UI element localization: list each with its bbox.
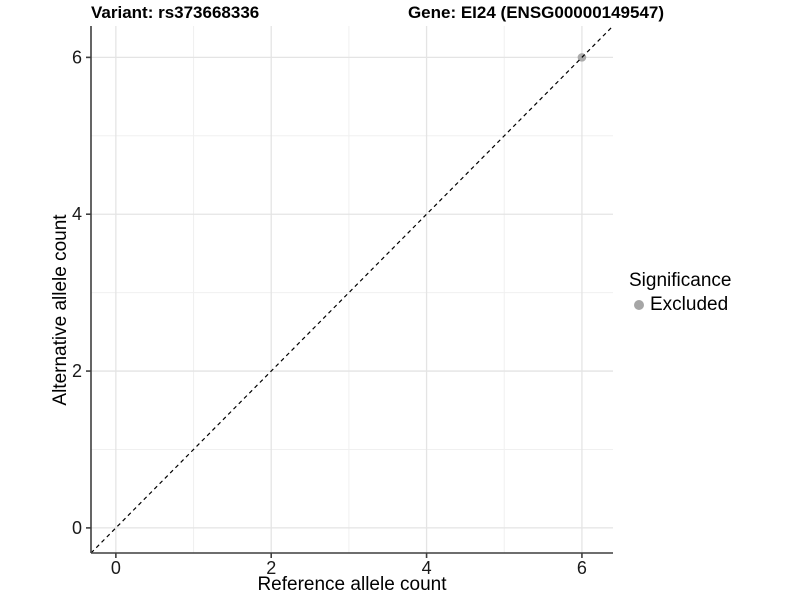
- legend-title: Significance: [629, 270, 732, 291]
- excluded-point-icon: [634, 299, 644, 310]
- x-tick-label: 6: [577, 558, 587, 578]
- legend-item-label: Excluded: [650, 293, 729, 315]
- legend-item-excluded: Excluded: [629, 294, 731, 316]
- x-axis-title: Reference allele count: [257, 574, 447, 595]
- y-axis-title: Alternative allele count: [50, 214, 71, 406]
- plot-title-variant: Variant: rs373668336: [91, 3, 260, 22]
- y-tick-label: 6: [72, 47, 82, 67]
- plot-title-gene: Gene: EI24 (ENSG00000149547): [407, 3, 665, 22]
- x-tick-label: 2: [266, 558, 276, 578]
- y-tick-label: 4: [72, 204, 82, 224]
- legend: Significance Excluded: [629, 270, 731, 316]
- x-tick-label: 0: [111, 558, 121, 578]
- x-tick-label: 4: [422, 558, 432, 578]
- y-tick-label: 2: [72, 361, 82, 381]
- identity-dashed-line: [90, 25, 614, 554]
- y-tick-label: 0: [72, 518, 82, 538]
